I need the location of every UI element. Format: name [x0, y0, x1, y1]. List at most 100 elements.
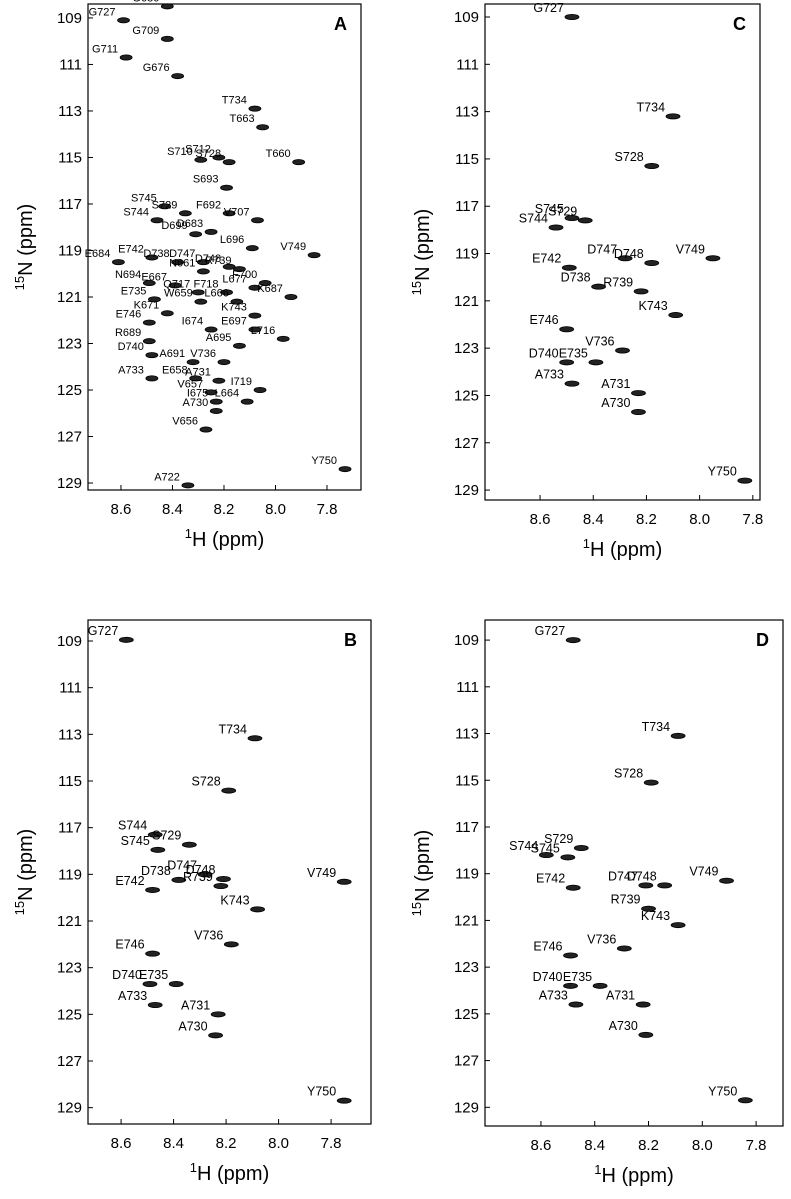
- peak: [160, 310, 174, 317]
- peak-label: E697: [221, 316, 247, 328]
- peak: [588, 359, 604, 366]
- y-tick-label: 115: [58, 773, 82, 790]
- peak: [560, 854, 576, 861]
- peak-label: D740: [118, 341, 144, 353]
- peak-label: V736: [585, 335, 614, 349]
- peak-label: R739: [603, 275, 633, 289]
- peak-label: N694: [115, 269, 141, 281]
- peak-label: D738: [143, 248, 169, 260]
- y-tick-label: 111: [59, 56, 82, 73]
- panel-title: D: [756, 630, 769, 650]
- y-tick-label: 129: [454, 1099, 479, 1116]
- peak: [222, 210, 236, 217]
- y-tick-label: 119: [58, 242, 82, 259]
- peak: [617, 255, 633, 262]
- y-tick-label: 109: [454, 9, 479, 26]
- peak: [212, 377, 226, 384]
- peak: [670, 922, 686, 929]
- peak-label: T734: [218, 722, 247, 736]
- peak-label: E746: [529, 313, 558, 327]
- peak-label: G727: [89, 6, 116, 18]
- x-tick-label: 8.4: [162, 501, 183, 518]
- peak: [210, 1011, 226, 1018]
- y-tick-label: 109: [57, 633, 82, 650]
- peak: [171, 259, 185, 266]
- peak: [160, 3, 174, 10]
- y-tick-label: 121: [57, 289, 82, 306]
- y-axis-sup: 15: [409, 902, 424, 916]
- peak-label: S712: [185, 143, 211, 155]
- peak-label: D748: [186, 863, 216, 877]
- peak: [638, 1031, 654, 1038]
- peak: [213, 883, 229, 890]
- x-tick-label: 7.8: [321, 1135, 342, 1152]
- y-axis-sup: 15: [12, 276, 27, 290]
- x-tick-label: 8.0: [268, 1135, 289, 1152]
- peak: [657, 882, 673, 889]
- y-axis-text: N (ppm): [15, 204, 37, 276]
- x-tick-label: 8.2: [216, 1135, 237, 1152]
- peak: [111, 259, 125, 266]
- peak-label: G676: [143, 62, 170, 74]
- peak: [189, 231, 203, 238]
- x-tick-label: 8.4: [163, 1135, 184, 1152]
- peak: [194, 156, 208, 163]
- peak: [563, 982, 578, 989]
- y-axis-sup: 15: [409, 281, 424, 295]
- peak-label: E658: [162, 364, 188, 376]
- plot-frame: [87, 619, 372, 1125]
- peak-label: D748: [195, 253, 221, 265]
- peak: [631, 390, 646, 397]
- peak: [248, 312, 262, 319]
- y-axis-sup: 15: [12, 901, 27, 915]
- peak: [616, 945, 632, 952]
- plot-frame: [87, 3, 362, 491]
- peak-label: E742: [118, 243, 144, 255]
- peak: [117, 17, 130, 24]
- x-tick-label: 8.2: [636, 511, 657, 528]
- peak: [142, 280, 156, 287]
- peak-label: L716: [251, 325, 275, 337]
- peak: [705, 255, 721, 262]
- peak-label: S745: [531, 841, 560, 855]
- peak-label: V736: [587, 932, 616, 946]
- peak-label: D748: [614, 247, 644, 261]
- peak: [563, 952, 578, 959]
- y-tick-label: 111: [456, 56, 479, 73]
- peak: [559, 359, 575, 366]
- y-tick-label: 125: [57, 1006, 82, 1023]
- peak-label: D747: [169, 248, 195, 260]
- peak: [150, 846, 166, 853]
- peak: [568, 1001, 584, 1008]
- y-tick-label: 111: [456, 679, 479, 696]
- peak: [638, 882, 654, 889]
- plot-frame: [484, 619, 784, 1127]
- peak-label: A731: [606, 989, 635, 1003]
- y-tick-label: 121: [454, 912, 479, 929]
- y-tick-label: 127: [454, 1053, 479, 1070]
- peak-label: S744: [519, 212, 548, 226]
- y-axis-text: N (ppm): [412, 209, 434, 281]
- peak: [199, 426, 213, 433]
- peak: [204, 228, 218, 235]
- x-tick-label: 8.4: [583, 511, 604, 528]
- peak-label: D683: [177, 218, 203, 230]
- peak-label: Y750: [708, 1084, 737, 1098]
- y-tick-label: 113: [58, 726, 82, 743]
- x-tick-label: 7.8: [317, 501, 338, 518]
- x-axis-sup: 1: [185, 526, 192, 541]
- peak-label: K743: [641, 909, 670, 923]
- peak-label: T734: [637, 100, 666, 114]
- peak: [233, 266, 246, 273]
- y-tick-label: 119: [58, 866, 82, 883]
- peak: [564, 14, 580, 21]
- peak-label: S744: [123, 206, 149, 218]
- peak-label: V749: [676, 242, 705, 256]
- x-tick-label: 8.4: [584, 1137, 605, 1154]
- peak-label: S744: [509, 839, 538, 853]
- x-tick-label: 8.0: [265, 501, 286, 518]
- peak: [222, 159, 236, 166]
